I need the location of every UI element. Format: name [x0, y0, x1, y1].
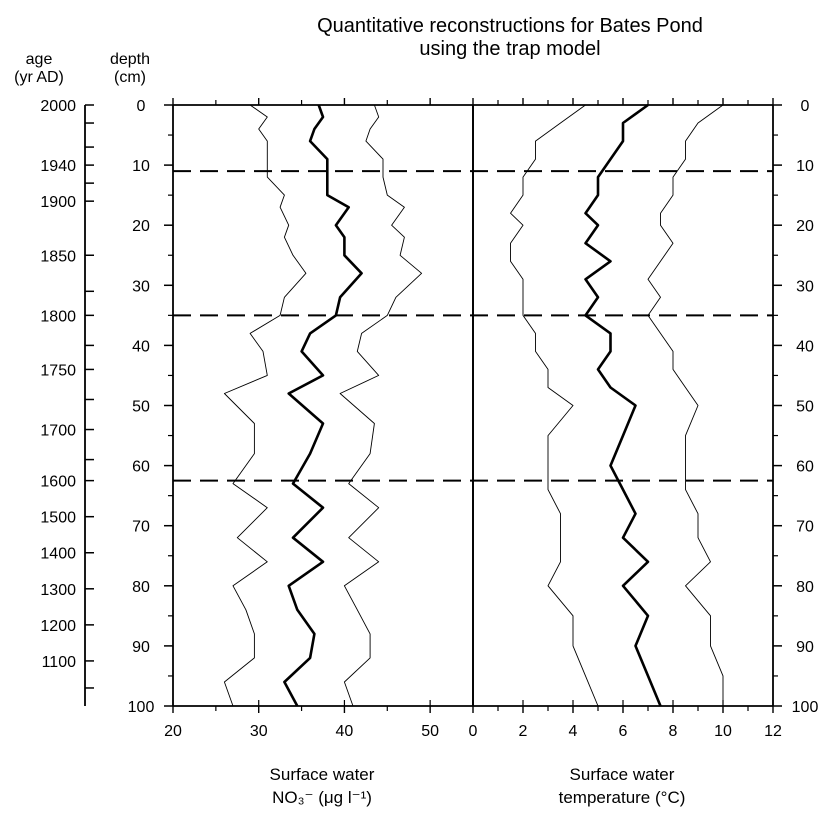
x-tick-label: 0 [469, 723, 478, 740]
x-tick-label: 50 [421, 723, 439, 740]
x-tick-label: 6 [619, 723, 628, 740]
age-tick-label: 1100 [42, 654, 77, 671]
nitrate-axis-title-line1: Surface water [270, 765, 375, 784]
depth-tick-label-left: 50 [132, 399, 150, 416]
depth-axis-right: 0 10 20 30 40 50 60 70 80 90 100 [773, 98, 818, 716]
depth-axis-title-line2: (cm) [114, 69, 146, 86]
x-tick-label: 40 [336, 723, 354, 740]
x-tick-label: 20 [164, 723, 182, 740]
age-tick-label: 1200 [40, 618, 76, 635]
panel-nitrate: 20 30 40 50 [164, 98, 474, 740]
depth-tick-label-left: 60 [132, 459, 150, 476]
depth-tick-label-left: 20 [132, 218, 150, 235]
x-tick-label: 2 [519, 723, 528, 740]
age-tick-label: 2000 [40, 98, 76, 115]
depth-tick-label-left: 80 [132, 579, 150, 596]
age-tick-label: 1850 [40, 248, 76, 265]
age-tick-label: 1700 [40, 423, 76, 440]
age-tick-label: 1800 [40, 308, 76, 325]
depth-tick-label-left: 100 [128, 699, 155, 716]
series-temperature-upper [647, 104, 724, 706]
depth-tick-label-left: 70 [132, 519, 150, 536]
age-axis: 2000 1940 1900 1850 1800 1750 1700 1600 1500 1400… [40, 98, 94, 706]
depth-tick-label-left: 30 [132, 278, 150, 295]
nitrate-axis-title-line2: NO₃⁻ (μg l⁻¹) [272, 788, 372, 807]
depth-tick-label-left: 90 [132, 639, 150, 656]
depth-tick-label-left: 0 [137, 98, 146, 115]
plot-panels: 20 30 40 50 0 2 4 6 8 10 12 [164, 98, 782, 740]
depth-axis-left: 0 10 20 30 40 50 60 70 80 90 100 [128, 98, 173, 716]
depth-tick-label-right: 20 [796, 218, 814, 235]
depth-axis-title-line1: depth [110, 51, 150, 68]
age-tick-label: 1900 [40, 194, 76, 211]
age-axis-title-line2: (yr AD) [14, 69, 64, 86]
depth-tick-label-left: 40 [132, 338, 150, 355]
depth-tick-label-right: 60 [796, 459, 814, 476]
depth-tick-label-right: 50 [796, 399, 814, 416]
depth-tick-label-right: 90 [796, 639, 814, 656]
dashed-zone-lines [173, 170, 773, 482]
depth-tick-label-right: 30 [796, 278, 814, 295]
x-tick-label: 4 [569, 723, 578, 740]
age-tick-label: 1500 [40, 510, 76, 527]
depth-tick-label-right: 70 [796, 519, 814, 536]
depth-tick-label-right: 10 [796, 158, 814, 175]
chart-title-line2: using the trap model [419, 38, 600, 60]
series-nitrate-upper [339, 104, 423, 707]
series-temperature-lower [510, 104, 599, 707]
depth-tick-label-right: 100 [792, 699, 819, 716]
x-tick-label: 30 [250, 723, 268, 740]
age-tick-label: 1940 [40, 158, 76, 175]
depth-tick-label-right: 0 [801, 98, 810, 115]
age-axis-title-line1: age [26, 51, 53, 68]
chart-title-line1: Quantitative reconstructions for Bates P… [317, 15, 703, 37]
x-tick-label: 12 [764, 723, 782, 740]
temperature-axis-title-line1: Surface water [570, 765, 675, 784]
panel-temperature: 0 2 4 6 8 10 12 [469, 98, 782, 740]
depth-tick-label-right: 80 [796, 579, 814, 596]
depth-tick-label-left: 10 [132, 158, 150, 175]
age-tick-label: 1400 [40, 546, 76, 563]
series-temperature-estimate [584, 103, 662, 707]
x-tick-label: 8 [669, 723, 678, 740]
x-tick-label: 10 [714, 723, 732, 740]
temperature-axis-title-line2: temperature (°C) [559, 788, 686, 807]
series-nitrate-estimate [283, 104, 363, 707]
age-tick-label: 1600 [40, 474, 76, 491]
age-tick-label: 1300 [40, 582, 76, 599]
series-nitrate-lower [223, 104, 307, 707]
depth-tick-label-right: 40 [796, 338, 814, 355]
age-tick-label: 1750 [40, 362, 76, 379]
